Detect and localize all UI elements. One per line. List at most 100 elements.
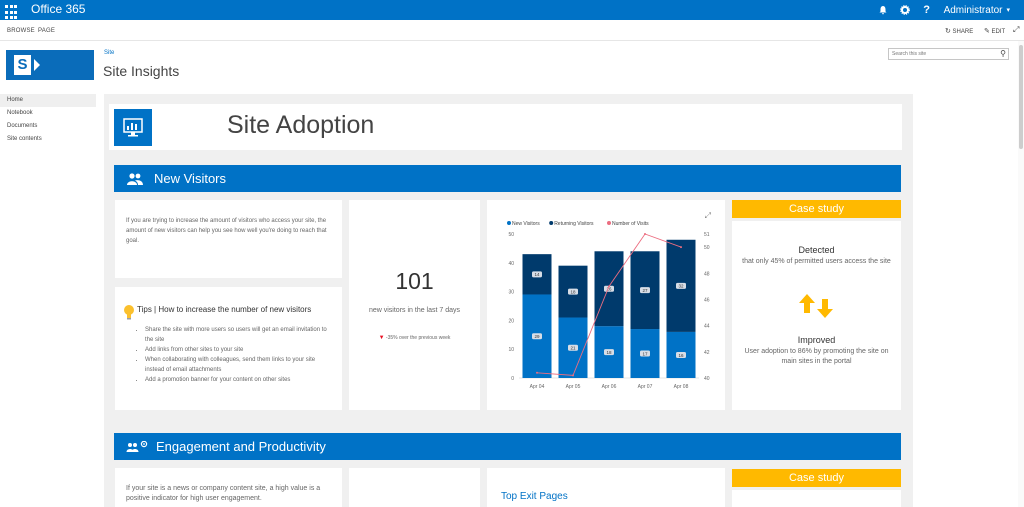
site-logo[interactable]: S <box>6 50 94 80</box>
legend-label: Number of Visits <box>612 221 649 227</box>
notification-bell-icon[interactable] <box>872 0 894 20</box>
detected-label: Detected <box>798 245 835 255</box>
lightbulb-icon <box>123 304 135 325</box>
line-point <box>644 233 646 235</box>
share-button[interactable]: ↻ SHARE <box>945 27 973 35</box>
y2-tick-label: 50 <box>704 245 710 251</box>
app-launcher-icon[interactable] <box>0 0 20 20</box>
data-label-bg <box>676 351 686 358</box>
breadcrumb[interactable]: Site <box>104 50 115 56</box>
y2-tick-label: 44 <box>704 324 710 330</box>
engagement-kpi-card <box>349 468 480 507</box>
case-study-header: Case study <box>732 200 901 218</box>
left-navigation: Home Notebook Documents Site contents <box>0 94 96 146</box>
expand-chart-icon[interactable]: ⤢ <box>704 211 711 220</box>
x-tick-label: Apr 06 <box>602 384 617 390</box>
search-placeholder: Search this site <box>892 51 927 57</box>
engagement-header: Engagement and Productivity <box>114 433 901 460</box>
section-title-site-adoption: Site Adoption <box>227 111 375 139</box>
x-tick-label: Apr 05 <box>566 384 581 390</box>
focus-content-icon[interactable]: ⤢ <box>1013 25 1020 34</box>
y-tick-label: 10 <box>508 347 514 353</box>
y-tick-label: 20 <box>508 318 514 324</box>
down-triangle-icon: ▼ <box>378 335 385 341</box>
case-study-card-2 <box>732 490 901 507</box>
up-down-arrows-icon <box>798 293 834 324</box>
tip-item: Share the site with more users so users … <box>145 325 335 345</box>
scrollbar-thumb[interactable] <box>1019 45 1023 149</box>
data-label-bg <box>604 285 614 292</box>
nav-item-notebook[interactable]: Notebook <box>7 110 33 116</box>
detected-text: that only 45% of permitted users access … <box>742 258 891 265</box>
page-scrollbar[interactable] <box>1018 41 1024 507</box>
main-content: Site Adoption New Visitors If you are tr… <box>104 94 913 507</box>
tab-browse[interactable]: BROWSE <box>7 28 35 34</box>
kpi-change: ▼ -35% over the previous week <box>349 335 480 341</box>
users-icon <box>126 172 144 190</box>
settings-gear-icon[interactable] <box>894 0 916 20</box>
adoption-header-card: Site Adoption <box>109 104 902 150</box>
y-tick-label: 40 <box>508 261 514 267</box>
y2-tick-label: 42 <box>704 350 710 356</box>
legend-label: Returning Visitors <box>554 221 594 227</box>
page-title: Site Insights <box>103 63 180 79</box>
new-visitors-header: New Visitors <box>114 165 901 192</box>
new-visitors-intro-card: If you are trying to increase the amount… <box>115 200 342 278</box>
nav-item-home[interactable]: Home <box>0 94 96 107</box>
tips-card: Tips | How to increase the number of new… <box>115 287 342 410</box>
legend-marker <box>607 221 611 225</box>
data-label-bg <box>640 350 650 357</box>
edit-label: EDIT <box>991 29 1006 35</box>
nav-item-site-contents[interactable]: Site contents <box>7 136 42 142</box>
kpi-caption: new visitors in the last 7 days <box>349 307 480 314</box>
visitors-chart: New Visitors Returning Visitors Number of … <box>507 221 710 390</box>
help-icon[interactable]: ? <box>923 4 930 16</box>
share-label: SHARE <box>952 29 974 35</box>
data-label-bg <box>532 271 542 278</box>
case-study-card: Detected that only 45% of permitted user… <box>732 221 901 410</box>
search-input[interactable]: Search this site ⚲ <box>888 48 1009 60</box>
suite-app-name[interactable]: Office 365 <box>31 2 86 16</box>
y2-tick-label: 46 <box>704 297 710 303</box>
line-point <box>608 285 610 288</box>
visitors-chart-card: ⤢ New Visitors Returning Visitors Number o… <box>487 200 725 410</box>
data-label-bg <box>676 282 686 289</box>
new-visitors-intro-text: If you are trying to increase the amount… <box>126 218 327 244</box>
improved-text: User adoption to 86% by promoting the si… <box>744 348 889 365</box>
group-icon <box>126 440 148 458</box>
data-label: 29 <box>534 334 540 339</box>
y-tick-label: 30 <box>508 290 514 296</box>
y2-tick-label: 40 <box>704 376 710 382</box>
logo-arrow-icon <box>34 59 40 71</box>
tab-page[interactable]: PAGE <box>38 28 56 34</box>
data-label: 18 <box>606 350 612 355</box>
user-menu[interactable]: Administrator ▾ <box>938 0 1024 20</box>
data-label-bg <box>568 344 578 351</box>
data-label: 21 <box>570 346 576 351</box>
legend-marker <box>507 221 511 225</box>
y-tick-label: 0 <box>511 376 514 382</box>
data-label: 16 <box>678 353 684 358</box>
x-tick-label: Apr 07 <box>638 384 653 390</box>
new-visitors-title: New Visitors <box>154 171 227 186</box>
pencil-icon: ✎ <box>984 28 990 35</box>
ribbon: BROWSE PAGE ↻ SHARE ✎ EDIT ⤢ <box>0 20 1024 41</box>
data-label-bg <box>604 349 614 356</box>
improved-label: Improved <box>797 335 836 345</box>
case-study-header-2: Case study <box>732 469 901 487</box>
tips-title: Tips | How to increase the number of new… <box>137 305 312 314</box>
search-icon[interactable]: ⚲ <box>1000 49 1006 58</box>
nav-item-documents[interactable]: Documents <box>7 123 38 129</box>
data-label-bg <box>568 288 578 295</box>
data-label: 32 <box>678 284 684 289</box>
data-label-bg <box>640 287 650 294</box>
legend-marker <box>549 221 554 225</box>
share-icon: ↻ <box>945 28 951 35</box>
kpi-card: 101 new visitors in the last 7 days ▼ -3… <box>349 200 480 410</box>
engagement-title: Engagement and Productivity <box>156 439 326 454</box>
y-tick-label: 50 <box>508 232 514 238</box>
kpi-change-text: -35% over the previous week <box>385 335 451 341</box>
suite-bar: Office 365 ? Administrator ▾ <box>0 0 1024 20</box>
tips-list: Share the site with more users so users … <box>145 325 335 385</box>
edit-button[interactable]: ✎ EDIT <box>984 27 1005 35</box>
